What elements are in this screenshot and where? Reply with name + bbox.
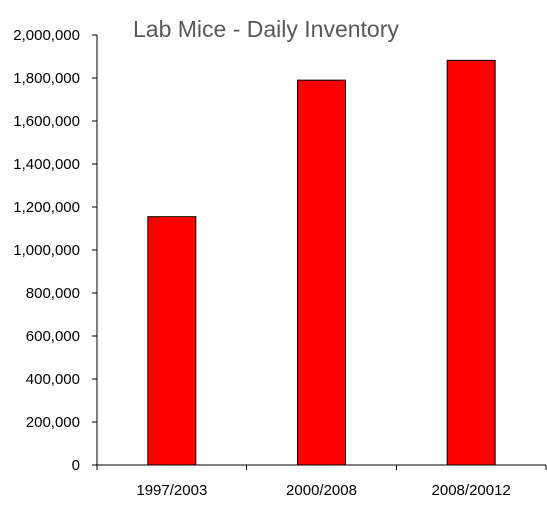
y-tick-label: 2,000,000 [13,27,80,44]
x-axis-ticks: 1997/2003 2000/2008 2008/20012 [96,465,547,499]
bar-2 [297,79,346,466]
y-tick-label: 1,000,000 [13,242,80,259]
bar-3 [446,59,496,466]
bars [147,59,496,466]
y-tick-label: 1,200,000 [13,199,80,216]
y-tick-label: 200,000 [26,414,80,431]
y-tick-label: 600,000 [26,328,80,345]
bar-1 [147,216,197,466]
x-tick-label: 1997/2003 [136,482,207,499]
y-axis-ticks: 0 200,000 400,000 600,000 800,000 1,000,000 1,… [13,27,97,474]
y-tick-label: 0 [72,457,80,474]
y-tick-label: 1,800,000 [13,70,80,87]
y-tick-label: 400,000 [26,371,80,388]
y-tick-label: 1,600,000 [13,113,80,130]
x-tick-label: 2008/20012 [432,482,511,499]
x-tick-label: 2000/2008 [286,482,357,499]
chart-title: Lab Mice - Daily Inventory [133,16,399,42]
y-tick-label: 800,000 [26,285,80,302]
y-tick-label: 1,400,000 [13,156,80,173]
